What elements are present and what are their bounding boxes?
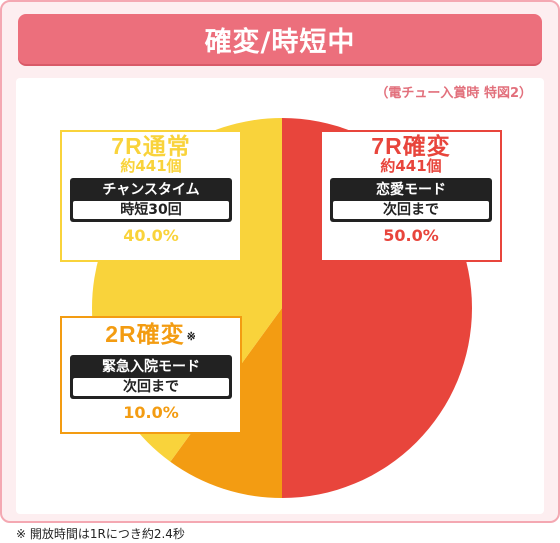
chart-subtitle: （電チュー入賞時 特図2） <box>375 86 532 101</box>
note-mark: ※ <box>186 331 197 343</box>
mode-label: チャンスタイム <box>102 182 200 198</box>
chart-frame: 確変/時短中 （電チュー入賞時 特図2） 7R通常 約441個 チャンスタイム … <box>0 0 560 523</box>
label-card-7r-normal: 7R通常 約441個 チャンスタイム 時短30回 40.0% <box>60 130 242 262</box>
chart-title: 確変/時短中 <box>204 26 356 58</box>
mode-value: 次回まで <box>73 378 229 396</box>
slice-name: 2R確変 <box>105 321 185 347</box>
slice-percent: 50.0% <box>383 226 439 245</box>
mode-value: 時短30回 <box>73 201 229 219</box>
footnote: ※ 開放時間は1Rにつき約2.4秒 <box>16 527 185 541</box>
slice-count: 約441個 <box>380 157 442 175</box>
mode-label: 恋愛モード <box>376 182 446 198</box>
slice-count: 約441個 <box>120 157 182 175</box>
title-bar: 確変/時短中 <box>18 14 542 64</box>
slice-percent: 10.0% <box>123 403 179 422</box>
mode-box: 緊急入院モード 次回まで <box>70 355 232 399</box>
slice-name-row: 2R確変 ※ <box>62 322 240 349</box>
mode-value: 次回まで <box>333 201 489 219</box>
slice-name: 7R通常 <box>111 133 191 159</box>
slice-percent: 40.0% <box>123 226 179 245</box>
mode-box: チャンスタイム 時短30回 <box>70 178 232 222</box>
mode-label: 緊急入院モード <box>102 359 200 375</box>
mode-box: 恋愛モード 次回まで <box>330 178 492 222</box>
slice-name: 7R確変 <box>371 133 451 159</box>
label-card-7r-kakuhen: 7R確変 約441個 恋愛モード 次回まで 50.0% <box>320 130 502 262</box>
label-card-2r-kakuhen: 2R確変 ※ 緊急入院モード 次回まで 10.0% <box>60 316 242 434</box>
